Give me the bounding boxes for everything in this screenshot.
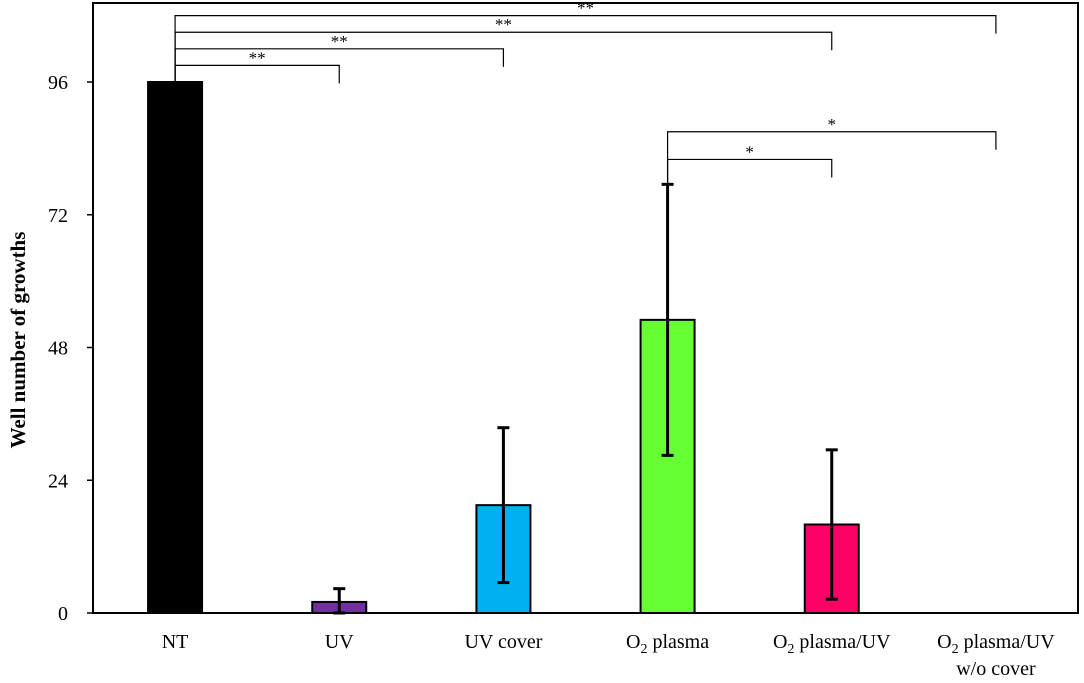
x-axis-categories: NT UV UV cover O2 plasma O2 plasma/UV O2 plas… xyxy=(162,631,1055,680)
significance-label: ** xyxy=(249,48,266,67)
significance-label: ** xyxy=(495,15,512,34)
significance-label: ** xyxy=(331,32,348,51)
x-category-label: O2 plasma xyxy=(626,631,709,657)
y-tick-label: 0 xyxy=(58,603,68,625)
bar xyxy=(147,81,204,614)
x-category-label: O2 plasma/UV xyxy=(937,631,1055,657)
x-category-label-line2: w/o cover xyxy=(956,658,1036,680)
y-tick-label: 24 xyxy=(48,470,68,492)
significance-label: * xyxy=(828,115,837,134)
y-axis-label: Well number of growths xyxy=(6,232,30,449)
y-tick-label: 48 xyxy=(48,338,68,360)
x-category-label: UV cover xyxy=(464,631,542,653)
significance-label: * xyxy=(745,142,754,161)
x-category-label: O2 plasma/UV xyxy=(773,631,891,657)
significance-bracket: ** xyxy=(174,0,997,82)
bracket-line xyxy=(666,131,997,185)
significance-bracket: * xyxy=(666,115,997,185)
error-bars xyxy=(333,182,838,615)
plot-frame xyxy=(92,2,1079,614)
error-bar xyxy=(825,448,838,601)
error-bar xyxy=(333,587,346,615)
bars xyxy=(147,81,860,614)
y-tick-label: 72 xyxy=(48,205,68,227)
y-axis-ticks: 0 24 48 72 96 xyxy=(48,72,93,625)
error-bar xyxy=(497,426,510,585)
x-category-label: NT xyxy=(162,631,189,653)
bracket-line xyxy=(174,15,997,82)
significance-label: ** xyxy=(577,0,594,18)
x-category-label: UV xyxy=(325,631,354,653)
significance-brackets: ********** xyxy=(174,0,997,185)
y-tick-label: 96 xyxy=(48,72,68,94)
